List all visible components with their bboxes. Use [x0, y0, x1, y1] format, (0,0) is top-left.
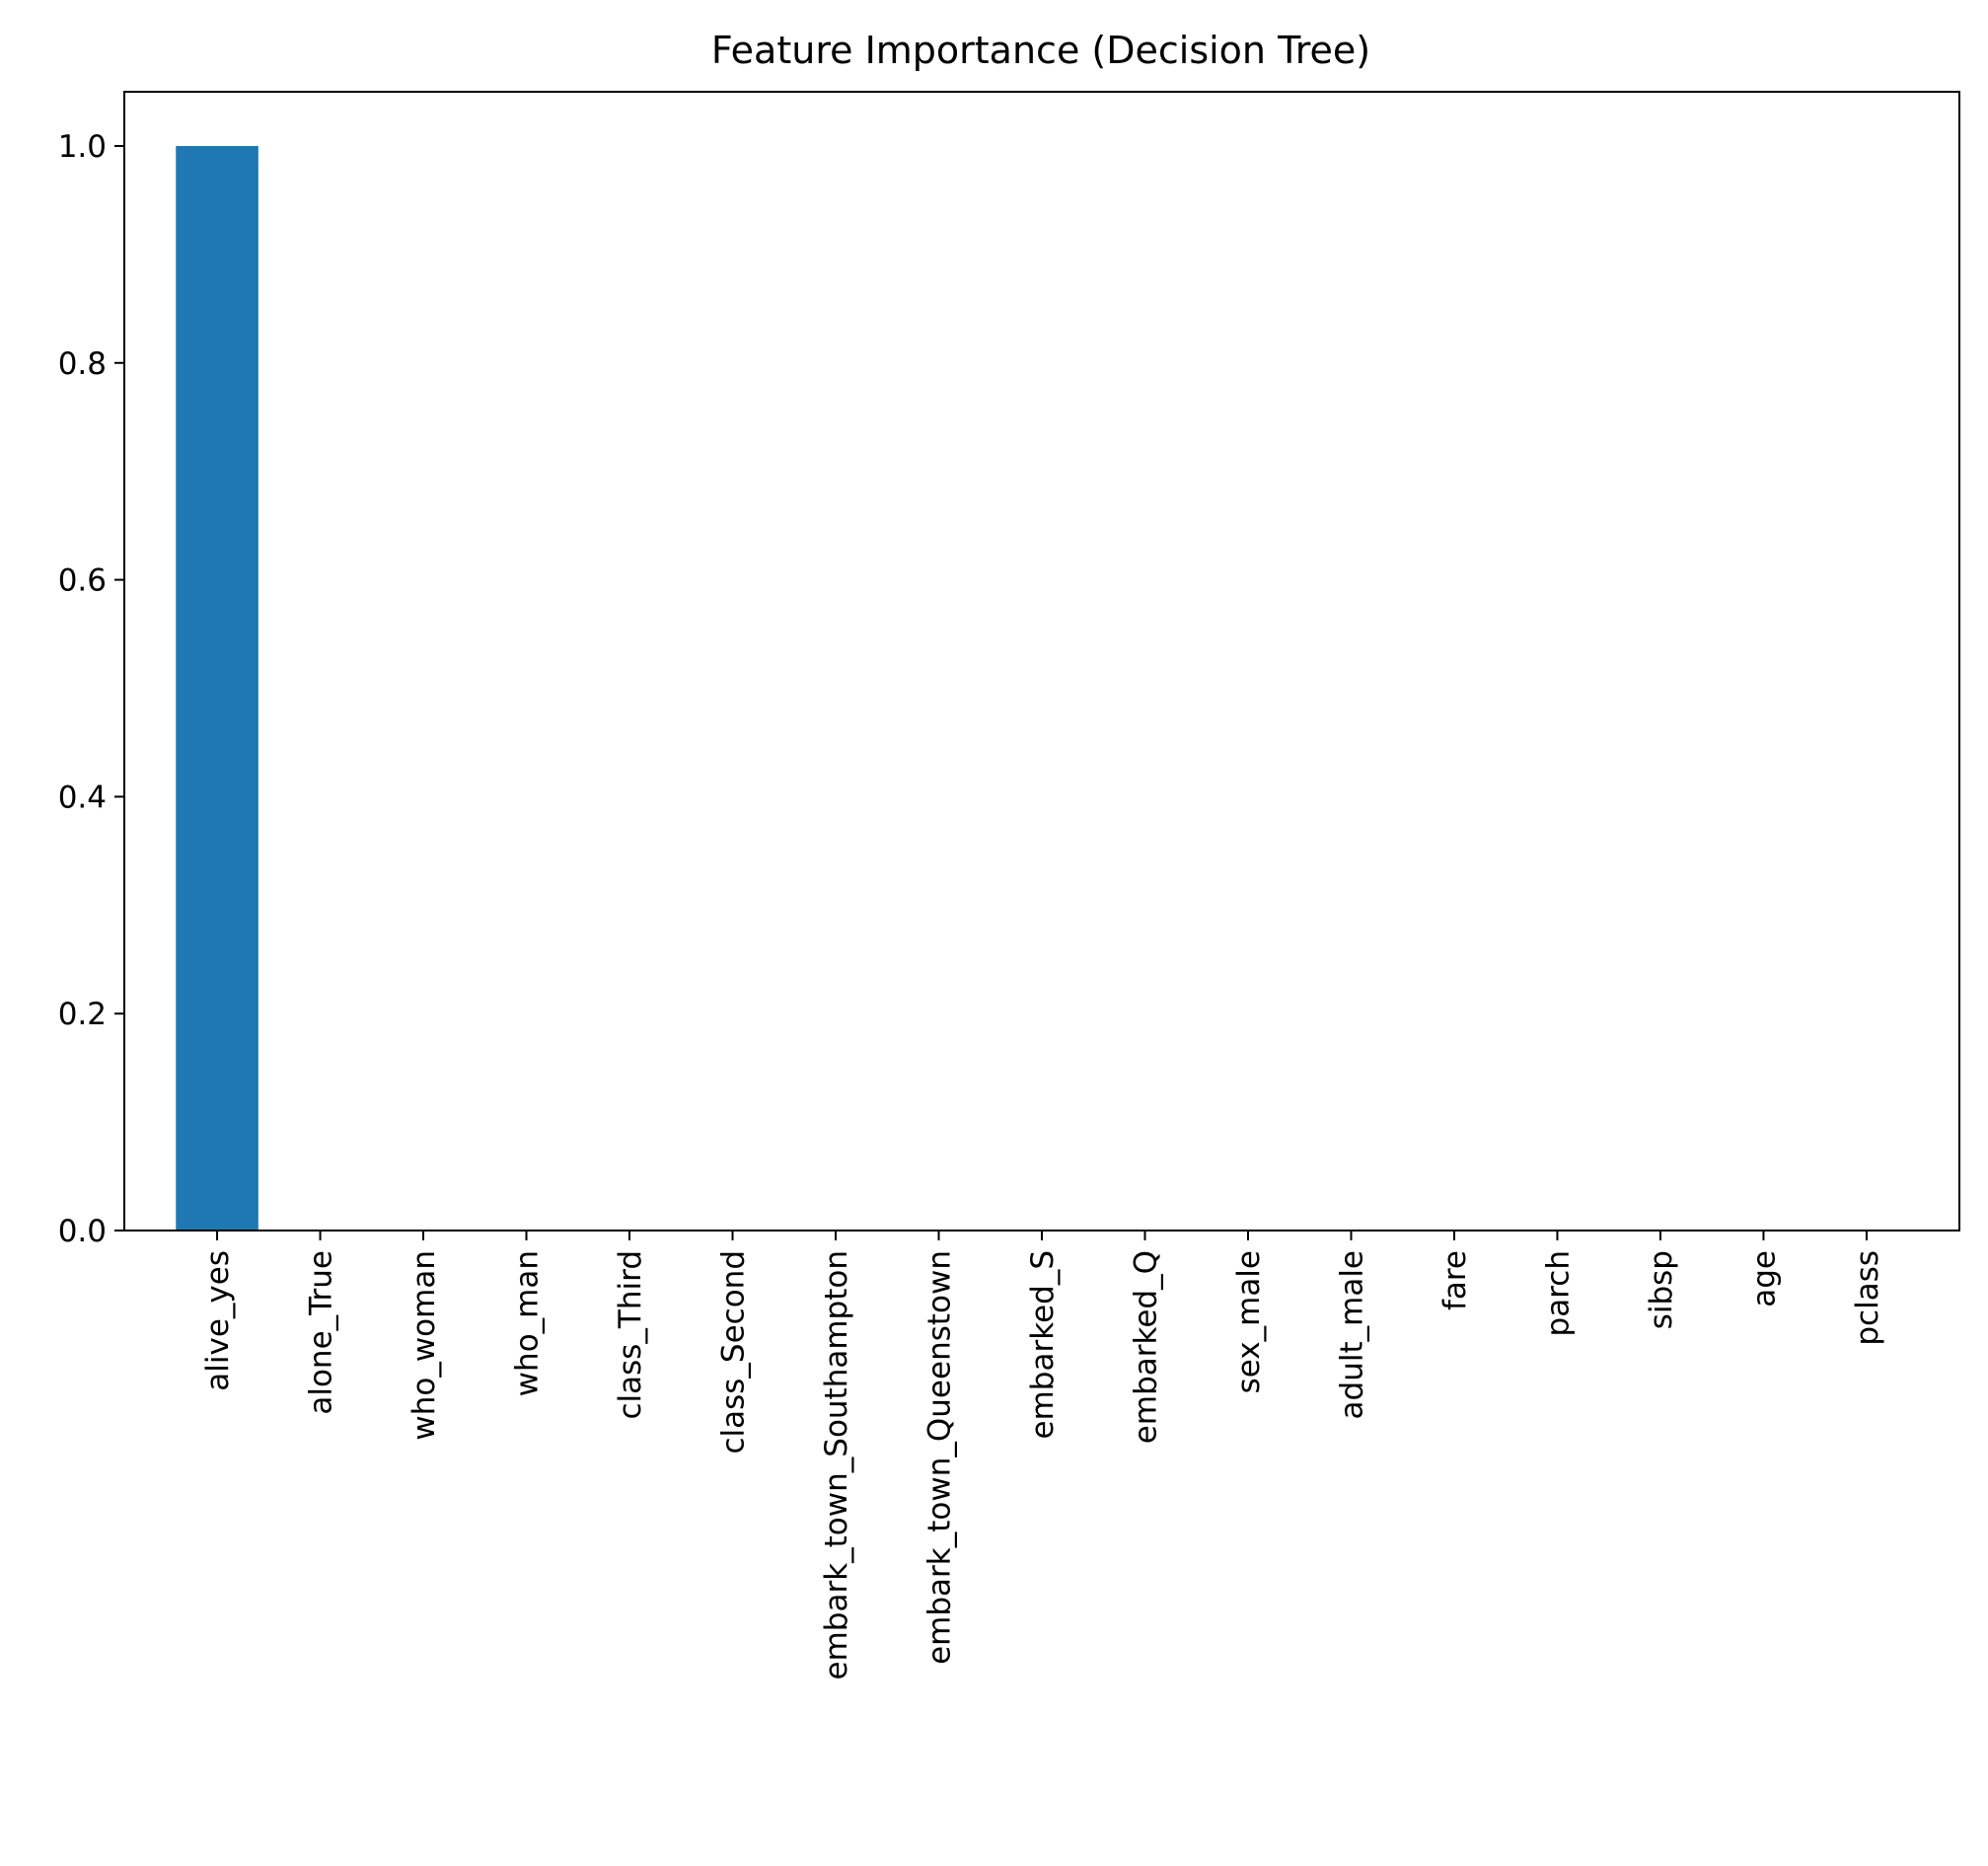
x-tick-label-age: age — [1746, 1250, 1782, 1307]
y-tick-label: 0.6 — [58, 563, 107, 599]
x-tick-label-sibsp: sibsp — [1644, 1250, 1679, 1329]
x-tick-label-embarked_Q: embarked_Q — [1128, 1250, 1163, 1444]
x-axis: alive_yes alone_True who_woman who_man class… — [200, 1231, 1885, 1680]
bars-group — [176, 145, 258, 1231]
x-tick-label-sex_male: sex_male — [1231, 1250, 1267, 1393]
x-tick-label-class_Third: class_Third — [613, 1250, 648, 1420]
bar-alive_yes — [176, 145, 258, 1231]
y-tick-label: 1.0 — [58, 129, 107, 165]
x-tick-label-embarked_S: embarked_S — [1025, 1250, 1061, 1439]
y-tick-label: 0.0 — [58, 1214, 107, 1249]
x-tick-label-class_Second: class_Second — [716, 1250, 752, 1455]
x-tick-label-who_man: who_man — [510, 1250, 546, 1396]
x-tick-label-alive_yes: alive_yes — [200, 1250, 236, 1391]
y-axis: 0.0 0.2 0.4 0.6 0.8 1.0 — [58, 129, 124, 1249]
x-tick-label-embark_town_Queenstown: embark_town_Queenstown — [922, 1250, 958, 1665]
y-tick-label: 0.8 — [58, 346, 107, 382]
y-tick-label: 0.4 — [58, 780, 107, 815]
plot-frame — [123, 91, 1960, 1232]
y-tick-label: 0.2 — [58, 997, 107, 1032]
x-tick-label-adult_male: adult_male — [1334, 1250, 1369, 1419]
x-tick-label-who_woman: who_woman — [406, 1250, 442, 1441]
x-tick-label-fare: fare — [1437, 1250, 1473, 1310]
x-tick-label-alone_True: alone_True — [304, 1250, 339, 1415]
x-tick-label-embark_town_Southampton: embark_town_Southampton — [819, 1250, 854, 1680]
x-tick-label-parch: parch — [1540, 1250, 1576, 1336]
chart-title: Feature Importance (Decision Tree) — [711, 29, 1370, 72]
x-tick-label-pclass: pclass — [1850, 1250, 1885, 1346]
